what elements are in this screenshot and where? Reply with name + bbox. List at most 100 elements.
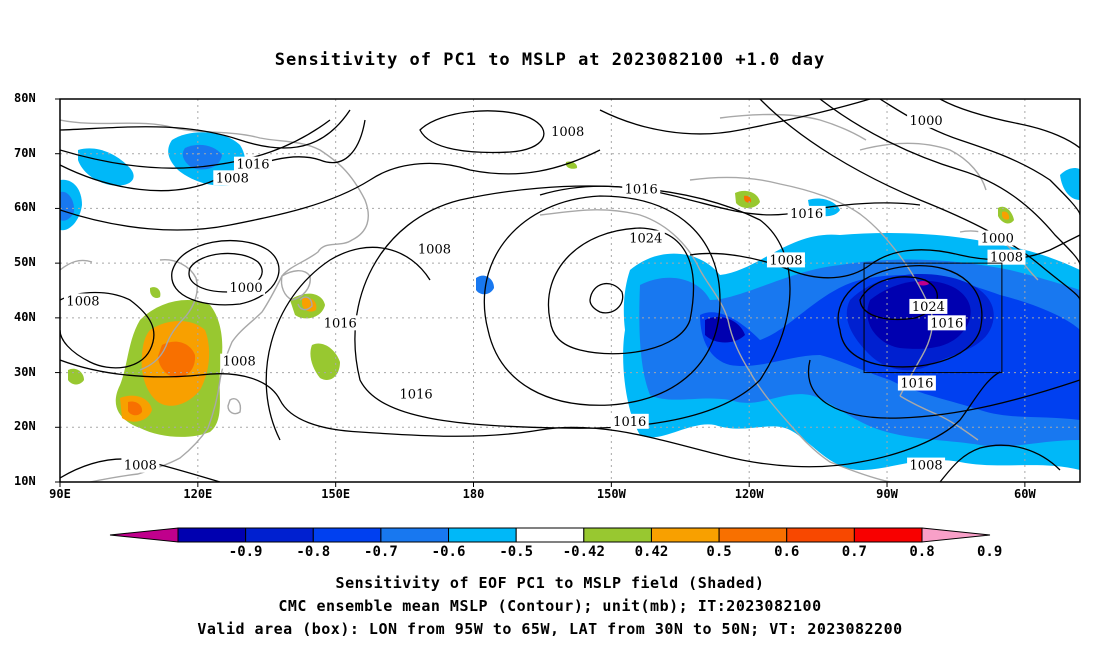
colorbar-cell (718, 527, 788, 543)
contour-label-text: 1016 (236, 158, 269, 173)
longitude-label: 90E (49, 487, 71, 501)
contour-label-bg (213, 170, 252, 186)
contour-label-bg (978, 230, 1017, 246)
coastline (280, 270, 311, 301)
contour-label: 1016 (233, 156, 272, 173)
contour-label-text: 1024 (912, 300, 945, 315)
contour-label-text: 1016 (400, 387, 433, 402)
contour-label-bg (907, 112, 946, 128)
contour-label: 1016 (897, 375, 936, 392)
contour-label-text: 1008 (124, 459, 157, 474)
contour-label-text: 1024 (629, 232, 662, 247)
contour-label-bg (610, 413, 649, 429)
mslp-contour (589, 282, 624, 314)
contour-label: 1016 (622, 181, 661, 197)
longitude-label: 120W (734, 487, 764, 501)
caption-line-2: CMC ensemble mean MSLP (Contour); unit(m… (278, 597, 822, 615)
contour-label-text: 1008 (216, 171, 249, 186)
colorbar-min-arrow (109, 527, 179, 543)
mslp-contour (807, 359, 1080, 419)
mslp-contour (599, 99, 871, 135)
contour-label-text: 1016 (324, 316, 357, 331)
coastline (859, 142, 987, 191)
colorbar-cell (312, 527, 382, 543)
colorbar-tick-label: -0.6 (431, 544, 466, 560)
colorbar-cell (177, 527, 247, 543)
contour-label-text: 1016 (625, 182, 658, 197)
map-frame (59, 98, 1081, 483)
negative-sensitivity-area (476, 275, 494, 295)
colorbar-cell (853, 527, 923, 543)
coastline (719, 113, 867, 141)
mslp-contour (60, 359, 861, 468)
contour-label-text: 1016 (930, 316, 963, 331)
contour-label: 1000 (907, 112, 946, 129)
axis-ticks (55, 98, 1026, 487)
contour-label: 1016 (397, 386, 436, 402)
colorbar-tick-label: 0.7 (841, 544, 867, 560)
contour-label-bg (907, 457, 946, 473)
contour-label-bg (227, 279, 266, 295)
contour-label-bg (121, 457, 160, 473)
colorbar-tick-label: -0.7 (364, 544, 398, 560)
contour-label-bg (927, 315, 966, 331)
contour-label-text: 1008 (551, 125, 584, 140)
colorbar-tick-label: 0.42 (634, 544, 669, 560)
contour-label: 1008 (415, 241, 454, 257)
contour-labels: 1008101610081016101610001024100810081000… (63, 112, 1026, 474)
positive-sensitivity-area (158, 341, 196, 378)
colorbar-tick-label: 0.6 (774, 544, 800, 560)
coastline (60, 119, 369, 482)
positive-sensitivity-area (744, 195, 752, 203)
colorbar-tick-label: -0.9 (228, 544, 263, 560)
contour-label: 1008 (766, 252, 805, 268)
mslp-contour (539, 185, 921, 216)
colorbar-cell (515, 527, 585, 543)
latitude-label: 40N (14, 309, 36, 324)
contour-label-bg (220, 353, 259, 369)
contour-label-bg (622, 181, 661, 197)
latitude-label: 20N (14, 419, 36, 434)
mslp-contour (939, 444, 1061, 482)
caption-line-3: Valid area (box): LON from 95W to 65W, L… (197, 620, 903, 638)
colorbar-tick-label: 0.5 (706, 544, 732, 560)
contour-label-text: 1016 (900, 377, 933, 392)
mslp-contour (837, 265, 983, 368)
contour-label-bg (321, 315, 360, 331)
contour-label-text: 1008 (769, 253, 802, 268)
mslp-contour (759, 99, 1080, 301)
contour-label: 1024 (909, 298, 948, 315)
contour-label-text: 1008 (418, 242, 451, 257)
colorbar-tick-label: 0.9 (976, 544, 1003, 560)
negative-sensitivity-area (918, 280, 929, 286)
colorbar-cell (380, 527, 450, 543)
latitude-label: 80N (14, 91, 36, 105)
positive-sensitivity-area (128, 401, 143, 416)
latitude-label: 10N (14, 474, 36, 488)
contour-label-bg (909, 298, 948, 314)
mslp-contour (939, 99, 1080, 149)
contour-label-text: 1000 (910, 114, 943, 129)
contour-label: 1008 (907, 457, 946, 474)
longitude-label: 150W (596, 487, 626, 501)
contour-label-bg (63, 293, 102, 309)
contour-label: 1016 (927, 315, 966, 331)
colorbar-cell (583, 527, 652, 543)
contour-label-text: 1000 (230, 281, 263, 296)
longitude-label: 180 (462, 487, 485, 501)
mslp-contour (265, 246, 431, 441)
coastline (60, 259, 93, 271)
positive-sensitivity-area (310, 343, 340, 381)
coastline (139, 259, 198, 371)
latitude-label: 50N (14, 255, 36, 270)
contour-label-bg (766, 252, 805, 268)
contour-label-bg (233, 156, 272, 172)
contour-label: 1008 (987, 249, 1026, 266)
contour-label-text: 1008 (66, 294, 99, 309)
contour-label-text: 1008 (990, 251, 1023, 266)
contour-label: 1008 (121, 457, 160, 474)
latitude-label: 30N (14, 364, 36, 379)
contour-label: 1000 (227, 279, 266, 296)
mslp-contour (419, 110, 545, 154)
contour-label: 1008 (63, 293, 102, 309)
